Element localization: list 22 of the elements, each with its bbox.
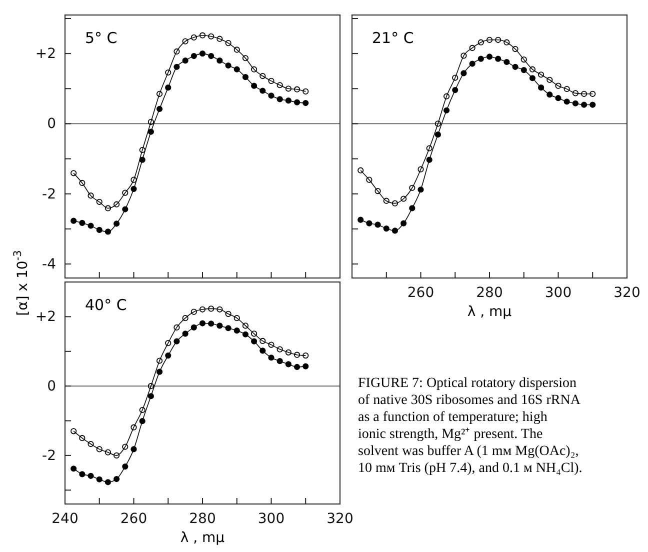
y-tick-label: 0 [47, 116, 56, 132]
y-tick-label: +2 [35, 309, 56, 326]
x-axis-title: λ , mμ [180, 530, 225, 546]
x-tick-label: 320 [614, 284, 640, 301]
caption: FIGURE 7: Optical rotatory dispersion of native 30S ribosomes and 16S rRNA as a function of temperature; high ionic strength, Mg²⁺ present. The solvent was buffer A (1 mм Mg(OAc)₂, 10 mм Tris (pH 7.4), and 0.1 м NH₄Cl). [358, 376, 582, 476]
x-tick-label: 300 [544, 284, 572, 301]
x-tick-label: 280 [189, 510, 216, 527]
x-tick-label: 260 [120, 510, 148, 527]
x-tick-label: 300 [258, 510, 285, 527]
text: 40° C [85, 296, 127, 314]
y-tick-label: 0 [47, 378, 56, 395]
text: 21° C [372, 29, 414, 47]
x-tick-label: 280 [476, 284, 503, 301]
x-tick-label: 320 [326, 510, 354, 527]
y-tick-label: -2 [42, 448, 56, 464]
y-tick-label: +2 [35, 46, 56, 62]
x-tick-label: 260 [407, 284, 434, 301]
text: 5° C [85, 29, 118, 47]
x-tick-label: 240 [52, 510, 78, 527]
y-tick-label: -2 [42, 186, 56, 202]
y-tick-label: -4 [42, 256, 56, 272]
x-axis-title: λ , mμ [467, 304, 512, 320]
